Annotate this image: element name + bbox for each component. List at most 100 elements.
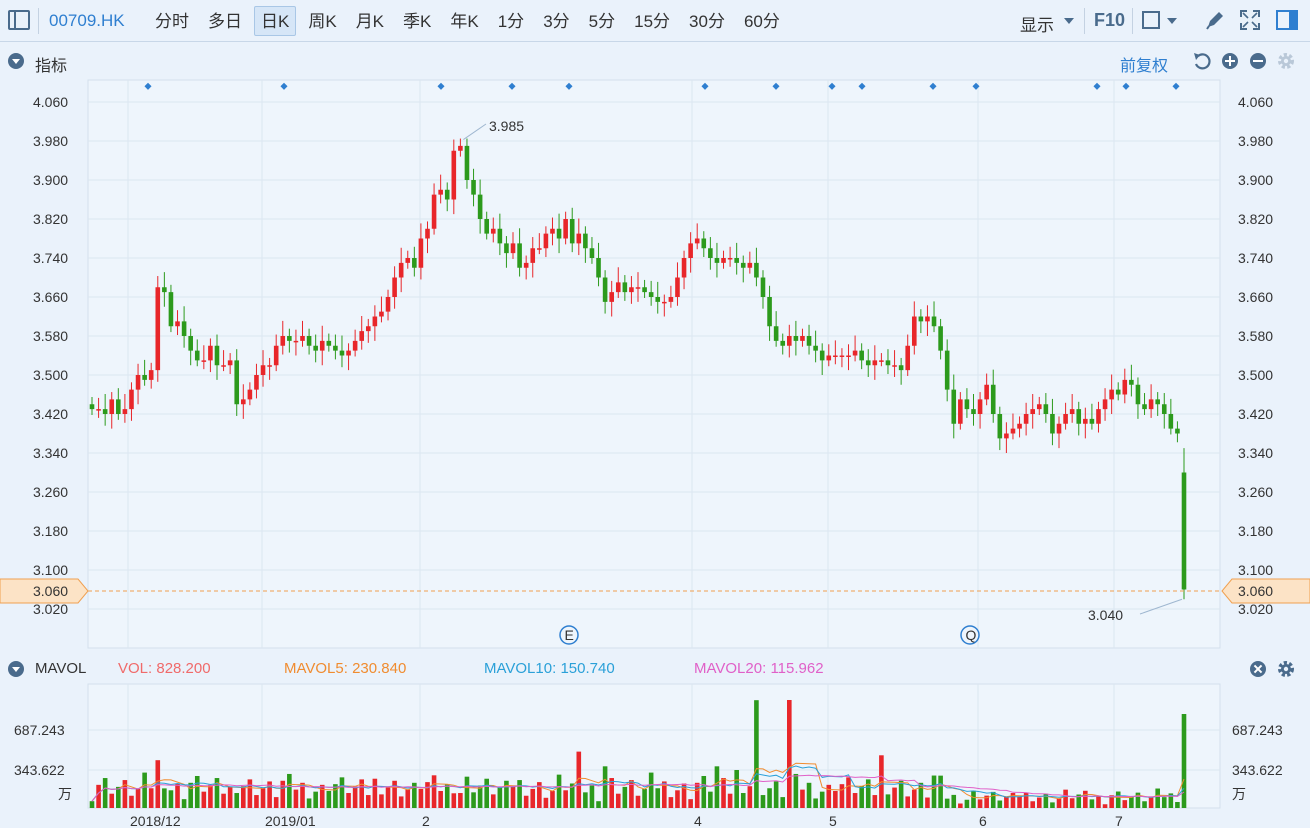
volume-bar — [504, 780, 509, 808]
period-tab[interactable]: 年K — [450, 12, 479, 31]
candle-body — [951, 389, 957, 424]
volume-axis-label-right: 343.622 — [1232, 762, 1283, 778]
candle-body — [648, 292, 654, 297]
period-tab[interactable]: 3分 — [543, 12, 570, 31]
price-axis-label-left: 3.580 — [33, 328, 68, 344]
ma5-label: MAVOL5: 230.840 — [284, 660, 406, 677]
candle-body — [398, 262, 404, 278]
chevron-down-icon[interactable] — [1064, 18, 1074, 24]
period-tab[interactable]: 日K — [254, 6, 297, 36]
volume-bar — [813, 798, 818, 808]
candle-body — [727, 258, 733, 260]
adjust-mode-button[interactable]: 前复权 — [1120, 58, 1169, 75]
period-tab[interactable]: 分时 — [155, 12, 189, 31]
volume-title: MAVOL — [35, 660, 87, 677]
ma10-label: MAVOL10: 150.740 — [484, 660, 615, 677]
period-tab[interactable]: 30分 — [689, 12, 725, 31]
period-tab[interactable]: 周K — [308, 12, 337, 31]
candle-body — [984, 384, 989, 400]
chevron-down-icon[interactable] — [1167, 18, 1177, 24]
volume-bar — [1181, 714, 1187, 808]
gear-icon[interactable] — [1276, 659, 1296, 679]
price-axis-label-left: 3.260 — [33, 484, 68, 500]
chart-style-icon[interactable] — [1142, 11, 1160, 29]
period-tab[interactable]: 季K — [403, 12, 432, 31]
volume-bar — [583, 792, 588, 808]
volume-bar — [1161, 797, 1167, 808]
period-tab[interactable]: 月K — [355, 12, 385, 31]
candle-body — [109, 399, 115, 414]
candle-body — [708, 248, 713, 258]
volume-bar — [747, 786, 753, 808]
candle-body — [747, 262, 753, 268]
date-axis-label: 2018/12 — [130, 813, 181, 828]
candle-body — [773, 326, 779, 341]
candle-body — [116, 399, 121, 414]
collapse-icon[interactable] — [8, 661, 24, 677]
fullscreen-icon[interactable] — [1240, 10, 1260, 30]
candle-body — [1023, 414, 1029, 424]
candle-body — [971, 409, 976, 414]
volume-bar — [622, 786, 628, 808]
candle-body — [629, 287, 634, 293]
right-panel-toggle-icon[interactable] — [1276, 10, 1298, 30]
candle-body — [260, 365, 266, 375]
volume-bar — [319, 784, 325, 808]
period-tab[interactable]: 多日 — [208, 12, 242, 31]
candle-body — [346, 350, 351, 356]
period-tab[interactable]: 60分 — [743, 12, 780, 31]
toolbar: 00709.HK 分时 多日 日K 周K 月K 季K 年K 1分 3分 5分 15分 30分 60分 显… — [0, 0, 1310, 42]
event-marker-icon — [280, 82, 288, 90]
candle-body — [714, 258, 720, 263]
volume-bar — [418, 788, 424, 808]
volume-bar — [458, 793, 463, 808]
volume-bar — [162, 788, 167, 808]
volume-bar — [517, 780, 522, 808]
period-tab[interactable]: 15分 — [634, 12, 671, 31]
collapse-icon[interactable] — [8, 53, 24, 69]
volume-bar — [254, 795, 259, 808]
candle-body — [905, 345, 911, 371]
zoom-out-icon[interactable] — [1250, 53, 1266, 69]
candle-body — [122, 409, 128, 414]
sidebar-toggle-icon[interactable] — [8, 10, 30, 30]
candle-body — [1069, 409, 1075, 414]
volume-bar — [708, 791, 713, 808]
volume-bar — [247, 779, 253, 808]
volume-bar — [892, 787, 897, 808]
volume-bar — [1030, 801, 1035, 808]
low-price-label: 3.040 — [1088, 607, 1123, 623]
volume-bar — [300, 782, 305, 808]
price-axis-label-left: 3.180 — [33, 523, 68, 539]
price-axis-label-left: 3.340 — [33, 445, 68, 461]
period-tab[interactable]: 1分 — [497, 12, 525, 31]
date-axis-label: 4 — [694, 813, 702, 828]
candle-body — [477, 194, 483, 219]
volume-bar — [754, 700, 759, 808]
display-menu-button[interactable]: 显示 — [1020, 16, 1054, 35]
zoom-in-icon[interactable] — [1222, 53, 1238, 69]
price-axis-label-right: 3.580 — [1238, 328, 1273, 344]
candle-body — [313, 345, 318, 351]
volume-axis-label-right: 687.243 — [1232, 722, 1283, 738]
f10-button[interactable]: F10 — [1094, 10, 1126, 30]
candle-body — [530, 248, 536, 263]
stock-symbol[interactable]: 00709.HK — [49, 11, 125, 30]
date-axis-label: 2 — [422, 813, 430, 828]
volume-bar — [681, 783, 687, 808]
candle-body — [214, 345, 220, 366]
close-icon[interactable] — [1250, 661, 1266, 677]
candle-body — [1030, 409, 1035, 414]
volume-bar — [168, 790, 174, 808]
period-tab[interactable]: 5分 — [588, 12, 616, 31]
gear-icon[interactable] — [1276, 51, 1296, 71]
candle-body — [326, 340, 332, 346]
candle-body — [352, 340, 358, 351]
volume-bar — [1109, 795, 1114, 808]
vol-label-text: VOL: — [118, 660, 153, 677]
indicator-header: 指标 前复权 — [0, 46, 1310, 76]
undo-icon[interactable] — [1192, 51, 1212, 71]
volume-bar — [1122, 800, 1128, 808]
pen-icon[interactable] — [1204, 9, 1226, 31]
